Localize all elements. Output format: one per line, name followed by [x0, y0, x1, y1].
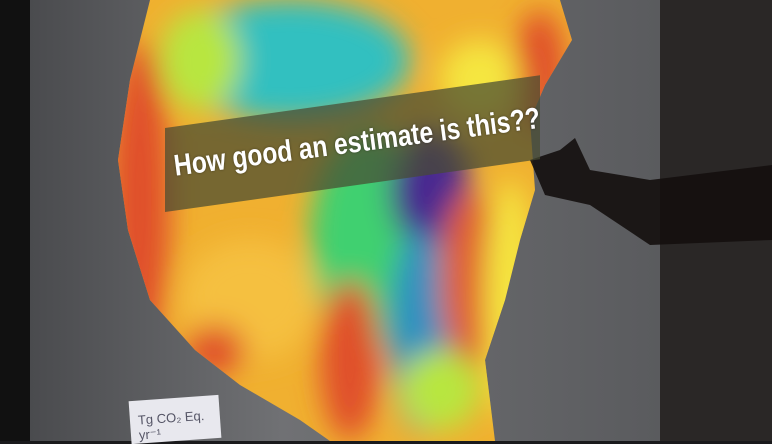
presenter-hand-silhouette [530, 138, 772, 245]
units-legend-label: Tg CO₂ Eq. yr⁻¹ [128, 394, 222, 444]
screen-left-edge [0, 0, 30, 441]
